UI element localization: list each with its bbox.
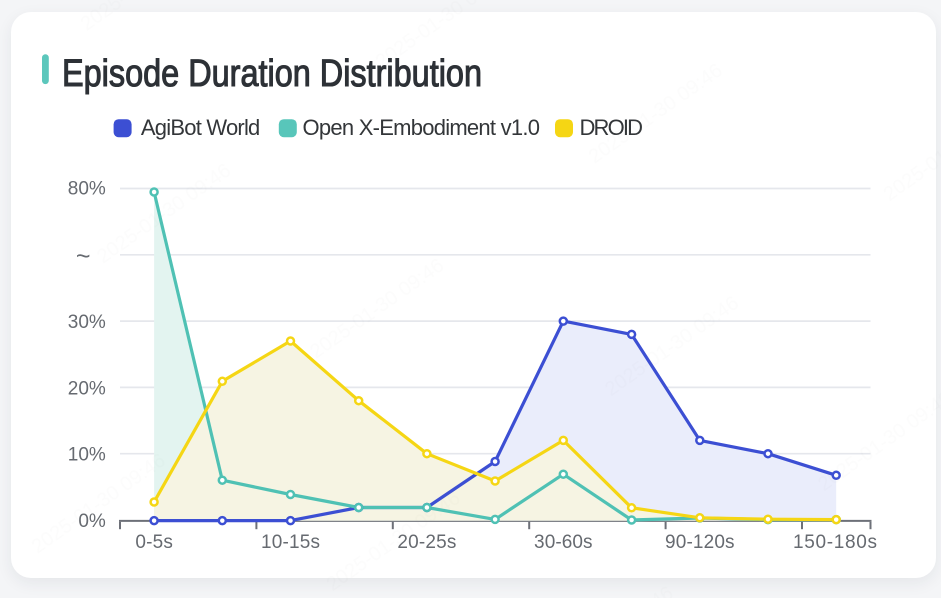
svg-text:AgiBot World: AgiBot World	[141, 115, 260, 140]
svg-text:80%: 80%	[68, 179, 106, 200]
svg-text:20-25s: 20-25s	[397, 532, 456, 553]
svg-text:30-60s: 30-60s	[534, 532, 593, 553]
svg-text:90-120s: 90-120s	[665, 532, 735, 553]
svg-text:10-15s: 10-15s	[261, 532, 320, 553]
svg-text:10%: 10%	[68, 445, 106, 466]
svg-text:150-180s: 150-180s	[793, 532, 877, 553]
svg-text:Episode Duration Distribution: Episode Duration Distribution	[62, 53, 482, 95]
svg-text:30%: 30%	[68, 312, 106, 333]
svg-text:Open X-Embodiment v1.0: Open X-Embodiment v1.0	[303, 115, 541, 140]
svg-text:0-5s: 0-5s	[135, 532, 173, 553]
svg-text:DROID: DROID	[580, 115, 644, 140]
svg-text:~: ~	[76, 243, 91, 271]
svg-text:0%: 0%	[78, 511, 106, 532]
svg-text:20%: 20%	[68, 378, 106, 399]
